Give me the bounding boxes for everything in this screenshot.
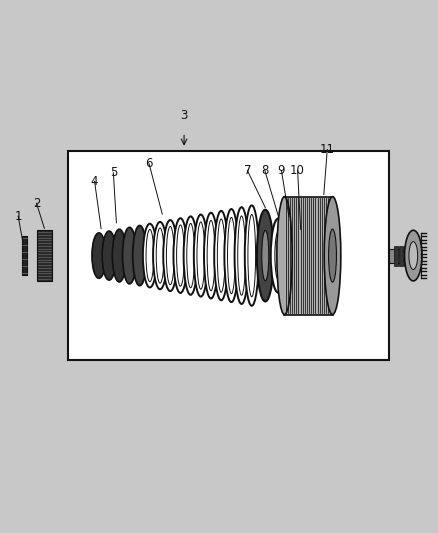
Ellipse shape [257,210,274,302]
Ellipse shape [245,205,259,306]
Ellipse shape [166,227,174,285]
Text: 5: 5 [110,166,117,179]
Ellipse shape [409,241,418,270]
Bar [394,246,398,265]
Text: 11: 11 [320,143,335,156]
Ellipse shape [280,219,298,293]
Ellipse shape [146,229,154,282]
Bar [403,252,413,260]
Bar [22,236,27,275]
Ellipse shape [227,217,235,294]
Ellipse shape [207,221,215,290]
Ellipse shape [173,218,187,293]
Ellipse shape [204,213,218,298]
Text: 1: 1 [14,210,22,223]
Text: 4: 4 [91,175,98,188]
Ellipse shape [324,197,341,314]
Ellipse shape [293,231,304,280]
Bar [410,246,414,265]
Text: 6: 6 [145,157,153,171]
Ellipse shape [238,216,245,295]
Ellipse shape [285,235,293,276]
Ellipse shape [102,231,116,280]
Ellipse shape [153,222,167,289]
Bar [68,151,389,360]
Bar [389,248,403,263]
Ellipse shape [163,220,177,291]
Ellipse shape [271,219,286,293]
Ellipse shape [217,219,225,292]
Ellipse shape [194,215,208,297]
Ellipse shape [156,228,164,283]
Ellipse shape [184,216,198,295]
Ellipse shape [328,229,336,282]
Ellipse shape [275,231,282,280]
Ellipse shape [405,230,422,281]
Ellipse shape [287,246,290,265]
Ellipse shape [187,223,194,288]
Bar [285,197,332,314]
Text: 3: 3 [180,109,188,123]
Text: 10: 10 [290,164,305,177]
Text: 8: 8 [261,164,268,177]
Text: 9: 9 [278,164,285,177]
Ellipse shape [235,207,248,304]
Ellipse shape [112,229,126,282]
Ellipse shape [92,233,106,278]
Ellipse shape [214,211,228,300]
Bar [404,246,409,265]
Ellipse shape [123,228,137,284]
Ellipse shape [298,231,308,280]
Ellipse shape [262,230,269,281]
Bar [37,230,52,281]
Ellipse shape [197,222,205,289]
Ellipse shape [224,209,238,302]
Text: 7: 7 [244,164,251,177]
Ellipse shape [133,225,147,286]
Ellipse shape [277,197,292,314]
Ellipse shape [143,224,157,287]
Ellipse shape [177,225,184,286]
Ellipse shape [248,214,256,297]
Bar [399,246,403,265]
Text: 2: 2 [33,197,40,209]
